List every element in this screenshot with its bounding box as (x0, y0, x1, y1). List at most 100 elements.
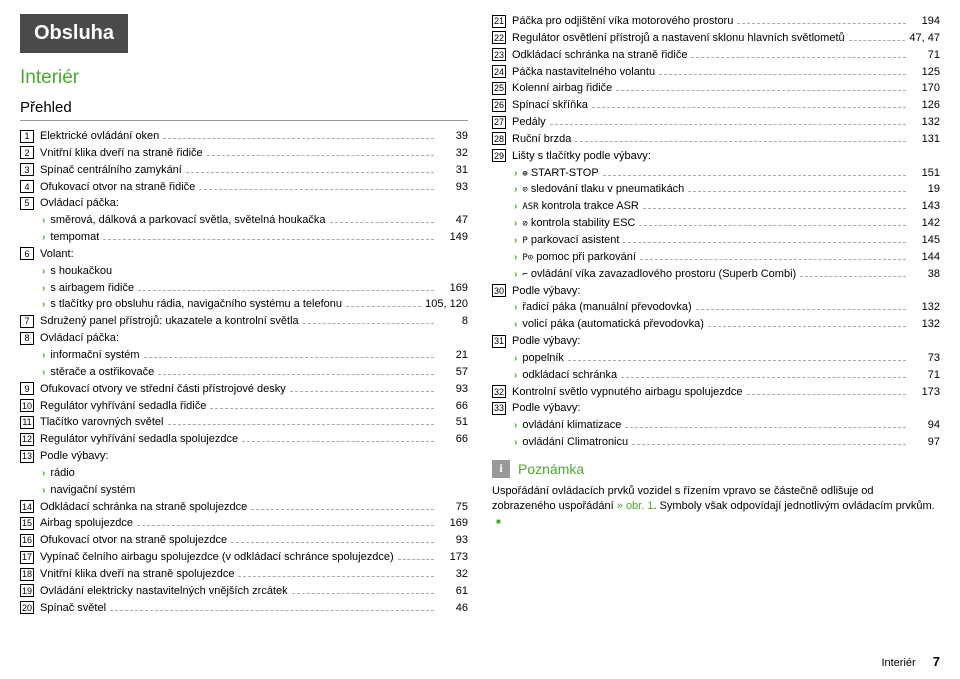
index-row: 2Vnitřní klika dveří na straně řidiče32 (20, 146, 468, 161)
item-label: ⊘ kontrola stability ESC (522, 216, 635, 231)
index-row: ›⊙ sledování tlaku v pneumatikách19 (492, 182, 940, 197)
item-label: Ruční brzda (512, 132, 571, 147)
section-title: Interiér (20, 67, 468, 89)
page-ref: 93 (438, 382, 468, 397)
item-label: Lišty s tlačítky podle výbavy: (512, 149, 651, 164)
index-row: ›stěrače a ostřikovače57 (20, 365, 468, 380)
index-row: 5Ovládací páčka: (20, 196, 468, 211)
index-row: 16Ofukovací otvor na straně spolujezdce9… (20, 533, 468, 548)
leader-dots (207, 155, 434, 156)
page-ref: 46 (438, 601, 468, 616)
item-number: 2 (20, 146, 34, 159)
leader-dots (625, 427, 906, 428)
item-number: 18 (20, 568, 34, 581)
page-ref: 151 (910, 166, 940, 181)
item-label: Páčka pro odjištění víka motorového pros… (512, 14, 733, 29)
item-number: 12 (20, 433, 34, 446)
bullet-arrow-icon: › (514, 167, 517, 181)
item-number: 6 (20, 247, 34, 260)
index-row: 10Regulátor vyhřívání sedadla řidiče66 (20, 399, 468, 414)
index-row: ›popelník73 (492, 351, 940, 366)
footer-page-number: 7 (933, 654, 940, 669)
index-row: ›P⊙ pomoc při parkování144 (492, 250, 940, 265)
index-row: 26Spínací skříňka126 (492, 98, 940, 113)
page-footer: Interiér 7 (881, 654, 940, 669)
page-ref: 75 (438, 500, 468, 515)
index-row: 12Regulátor vyhřívání sedadla spolujezdc… (20, 432, 468, 447)
item-number: 13 (20, 450, 34, 463)
item-label: Ovládací páčka: (40, 331, 119, 346)
leader-dots (688, 191, 906, 192)
item-label: ovládání Climatronicu (522, 435, 628, 450)
bullet-arrow-icon: › (514, 234, 517, 248)
item-label: s tlačítky pro obsluhu rádia, navigačníh… (50, 297, 342, 312)
item-label: Odkládací schránka na straně spolujezdce (40, 500, 247, 515)
index-row: 19Ovládání elektricky nastavitelných vně… (20, 584, 468, 599)
leader-dots (186, 172, 434, 173)
bullet-arrow-icon: › (514, 352, 517, 366)
leader-dots (800, 276, 906, 277)
page-ref: 142 (910, 216, 940, 231)
leader-dots (238, 576, 434, 577)
page-ref: 21 (438, 348, 468, 363)
leader-dots (575, 141, 906, 142)
bullet-arrow-icon: › (42, 265, 45, 279)
index-row: 32Kontrolní světlo vypnutého airbagu spo… (492, 385, 940, 400)
leader-dots (158, 374, 434, 375)
index-row: 30Podle výbavy: (492, 284, 940, 299)
feature-icon: ⊘ (522, 219, 527, 229)
leader-dots (747, 394, 906, 395)
page-ref: 145 (910, 233, 940, 248)
page-ref: 8 (438, 314, 468, 329)
item-label: s houkačkou (50, 264, 112, 279)
page-ref: 143 (910, 199, 940, 214)
page-ref: 47 (438, 213, 468, 228)
item-number: 33 (492, 402, 506, 415)
leader-dots (168, 424, 435, 425)
bullet-arrow-icon: › (42, 366, 45, 380)
feature-icon: P⊙ (522, 253, 533, 263)
item-number: 23 (492, 48, 506, 61)
item-label: Kolenní airbag řidiče (512, 81, 612, 96)
bullet-arrow-icon: › (42, 349, 45, 363)
item-label: směrová, dálková a parkovací světla, svě… (50, 213, 325, 228)
bullet-arrow-icon: › (42, 484, 45, 498)
bullet-arrow-icon: › (42, 231, 45, 245)
page-ref: 32 (438, 146, 468, 161)
index-row: 21Páčka pro odjištění víka motorového pr… (492, 14, 940, 29)
item-label: Páčka nastavitelného volantu (512, 65, 655, 80)
index-row: ›s airbagem řidiče169 (20, 281, 468, 296)
left-column: Obsluha Interiér Přehled 1Elektrické ovl… (20, 14, 468, 617)
item-label: stěrače a ostřikovače (50, 365, 154, 380)
bullet-arrow-icon: › (514, 369, 517, 383)
item-label: Vnitřní klika dveří na straně spolujezdc… (40, 567, 234, 582)
leader-dots (691, 57, 906, 58)
item-number: 32 (492, 385, 506, 398)
bullet-arrow-icon: › (514, 183, 517, 197)
bullet-arrow-icon: › (514, 436, 517, 450)
index-row: 11Tlačítko varovných světel51 (20, 415, 468, 430)
item-label: informační systém (50, 348, 139, 363)
item-label: Regulátor vyhřívání sedadla řidiče (40, 399, 206, 414)
item-number: 10 (20, 399, 34, 412)
index-row: 13Podle výbavy: (20, 449, 468, 464)
item-label: Spínač centrálního zamykání (40, 163, 182, 178)
item-label: Spínač světel (40, 601, 106, 616)
item-label: P⊙ pomoc při parkování (522, 250, 636, 265)
leader-dots (251, 509, 434, 510)
footer-label: Interiér (881, 657, 915, 669)
leader-dots (398, 559, 434, 560)
page-ref: 173 (910, 385, 940, 400)
page-ref: 169 (438, 516, 468, 531)
leader-dots (568, 360, 906, 361)
index-row: 24Páčka nastavitelného volantu125 (492, 65, 940, 80)
item-label: Ovládání elektricky nastavitelných vnějš… (40, 584, 288, 599)
item-label: Volant: (40, 247, 74, 262)
leader-dots (210, 408, 434, 409)
index-row: ›ovládání klimatizace94 (492, 418, 940, 433)
leader-dots (696, 309, 906, 310)
index-row: 31Podle výbavy: (492, 334, 940, 349)
index-row: ›řadicí páka (manuální převodovka)132 (492, 300, 940, 315)
item-number: 29 (492, 149, 506, 162)
page-ref: 169 (438, 281, 468, 296)
